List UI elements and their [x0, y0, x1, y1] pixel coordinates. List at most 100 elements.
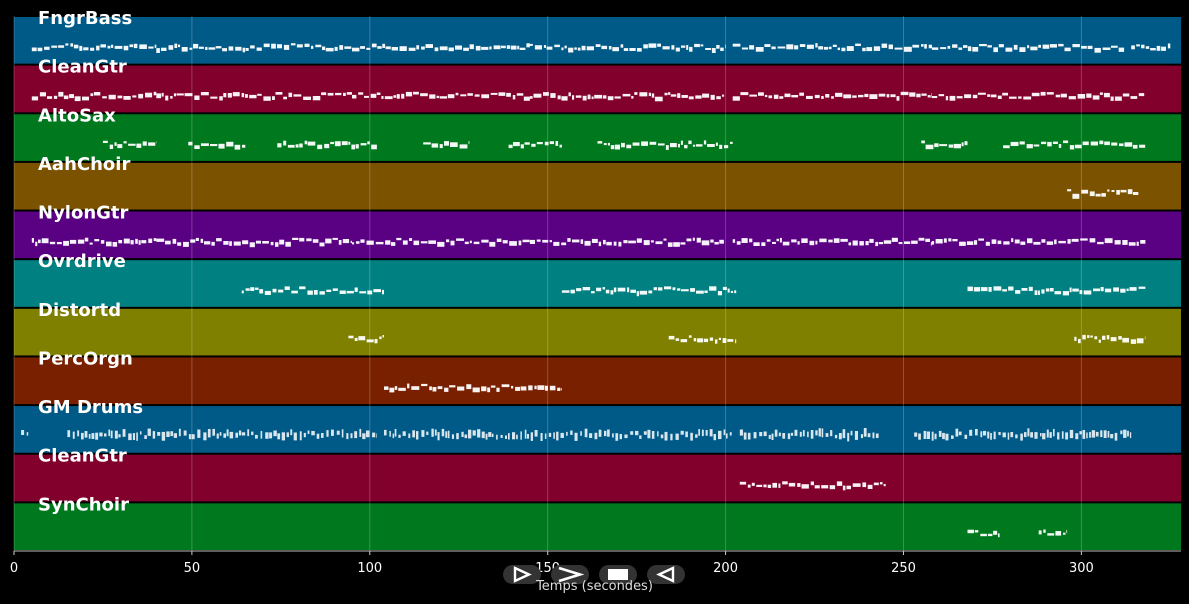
note: [581, 45, 586, 51]
note: [797, 483, 801, 487]
note: [436, 95, 440, 99]
note: [942, 432, 945, 440]
note: [730, 290, 734, 293]
note: [724, 145, 729, 149]
note: [481, 386, 487, 392]
note: [136, 432, 138, 441]
stop-button[interactable]: [599, 565, 637, 584]
note: [626, 144, 632, 149]
note: [241, 432, 246, 436]
note: [782, 481, 788, 485]
note: [247, 429, 250, 437]
note: [49, 241, 56, 245]
note: [1094, 336, 1098, 340]
note: [1081, 189, 1089, 194]
note: [118, 240, 123, 244]
note: [1144, 336, 1146, 340]
note: [200, 238, 204, 243]
rewind-button[interactable]: [647, 565, 685, 584]
note: [1111, 190, 1115, 192]
note: [487, 387, 491, 393]
note: [850, 430, 853, 436]
note: [680, 339, 688, 343]
note: [392, 433, 395, 439]
x-axis-label: Temps (secondes): [536, 579, 653, 594]
note: [1107, 431, 1110, 438]
note: [426, 431, 429, 435]
note: [809, 240, 815, 246]
note: [536, 239, 541, 242]
note: [806, 95, 813, 99]
note: [681, 289, 689, 292]
note: [561, 47, 564, 51]
note: [923, 430, 927, 439]
note: [275, 92, 283, 95]
note: [836, 481, 843, 486]
note: [377, 46, 382, 49]
note: [564, 45, 567, 49]
note: [873, 482, 879, 486]
note: [1068, 96, 1076, 100]
note: [385, 46, 391, 50]
note: [200, 92, 209, 96]
note: [1122, 93, 1130, 97]
note: [918, 433, 921, 440]
note: [455, 92, 459, 96]
note: [1118, 336, 1122, 340]
note: [223, 93, 227, 98]
note: [183, 241, 189, 247]
note: [1014, 239, 1020, 244]
note: [1136, 241, 1139, 246]
note: [140, 431, 142, 435]
note: [371, 43, 377, 48]
note: [102, 140, 108, 143]
note: [402, 431, 406, 436]
note: [673, 242, 680, 247]
note: [1077, 94, 1086, 99]
note: [346, 433, 349, 440]
note: [602, 287, 605, 290]
note: [610, 145, 615, 150]
note: [1067, 189, 1072, 192]
note: [332, 237, 338, 240]
note: [948, 238, 952, 242]
note: [1140, 240, 1146, 244]
note: [324, 143, 330, 149]
note: [1069, 429, 1074, 439]
note: [117, 144, 123, 149]
note: [997, 240, 1002, 245]
note: [867, 433, 871, 438]
note: [1089, 432, 1091, 438]
note: [346, 290, 354, 294]
note: [83, 47, 89, 51]
note: [174, 43, 178, 48]
note: [628, 240, 636, 244]
note: [715, 142, 718, 146]
note: [931, 47, 939, 50]
note: [466, 384, 472, 390]
note: [574, 47, 577, 50]
note: [685, 431, 688, 438]
note: [381, 96, 384, 99]
note: [707, 144, 715, 147]
note: [690, 432, 693, 441]
note: [481, 46, 489, 50]
note: [958, 47, 963, 50]
note: [212, 428, 215, 436]
note: [1002, 92, 1008, 96]
note: [58, 91, 64, 97]
note: [65, 43, 69, 46]
note: [153, 238, 157, 242]
note: [100, 240, 105, 244]
note: [997, 95, 1002, 99]
note: [627, 287, 630, 293]
note: [343, 92, 346, 96]
note: [469, 240, 472, 244]
note: [63, 240, 69, 246]
play-button[interactable]: [503, 565, 541, 584]
note: [1136, 338, 1144, 344]
note: [382, 335, 384, 338]
note: [370, 93, 377, 98]
fast-forward-button[interactable]: [551, 565, 589, 584]
note: [1050, 288, 1054, 292]
